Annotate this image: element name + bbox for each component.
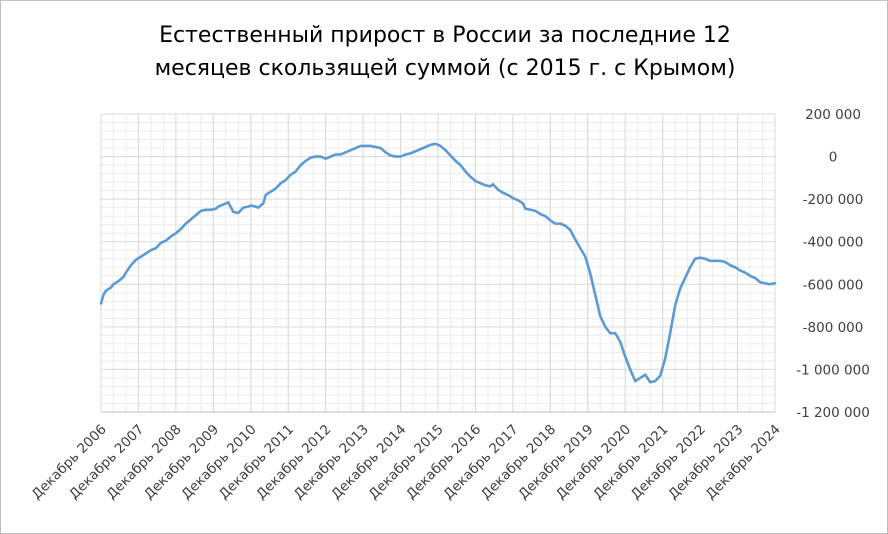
- y-axis-labels: 200 000 0 -200 000 -400 000 -600 000 -800 000…: [796, 107, 870, 421]
- y-tick-label: -1 000 000: [796, 362, 870, 378]
- y-tick-label: 0: [829, 150, 838, 166]
- y-tick-label: -600 000: [803, 277, 864, 293]
- chart-title-line-2: месяцев скользящей суммой (с 2015 г. с К…: [154, 56, 736, 81]
- y-tick-label: -1 200 000: [796, 405, 870, 421]
- series-layer: [99, 142, 777, 384]
- y-tick-label: 200 000: [805, 107, 861, 123]
- gridlines: [100, 113, 776, 413]
- chart-title-line-1: Естественный прирост в России за последн…: [159, 23, 731, 48]
- y-tick-label: -400 000: [803, 235, 864, 251]
- y-tick-label: -800 000: [803, 320, 864, 336]
- y-tick-label: -200 000: [803, 192, 864, 208]
- series-line-0: [99, 142, 777, 384]
- chart-title: Естественный прирост в России за последн…: [1, 19, 888, 85]
